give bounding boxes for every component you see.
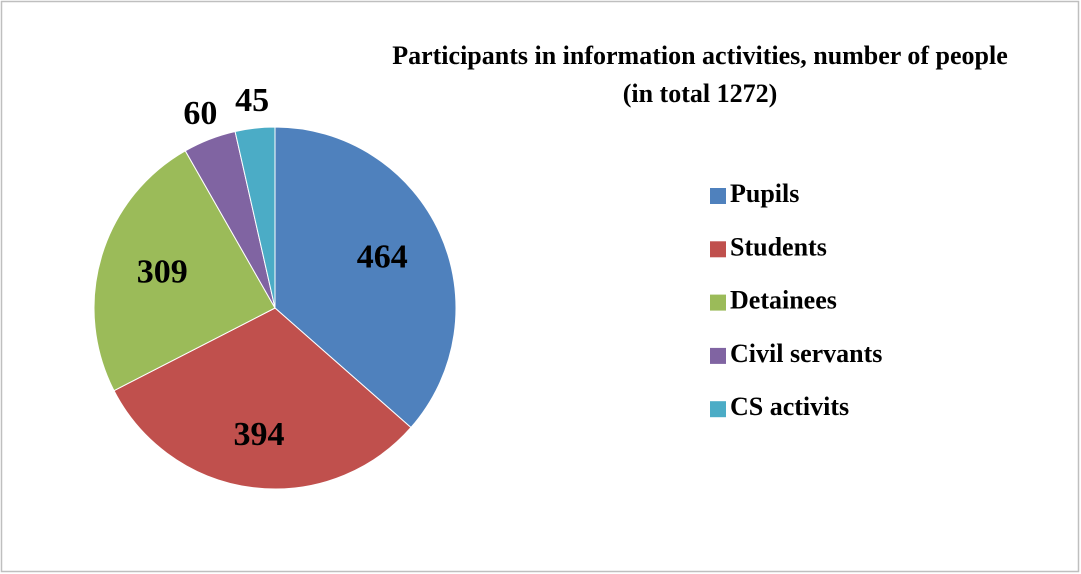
legend-label: Students (730, 232, 827, 261)
pie-slice (113, 307, 412, 490)
chart-subtitle: (in total 1272) (623, 79, 778, 108)
legend-label: Pupils (730, 179, 799, 208)
data-label: 60 (183, 95, 217, 132)
legend-label: Civil servants (730, 339, 882, 368)
pie-slice (274, 126, 457, 429)
chart-title: Participants in information activities, … (392, 41, 1008, 70)
legend-swatch (710, 188, 726, 204)
legend-swatch (710, 241, 726, 258)
data-label: 464 (357, 238, 408, 275)
data-label: 394 (233, 416, 284, 453)
legend-swatch (710, 347, 726, 364)
data-label: 45 (235, 82, 269, 119)
legend-label: Detainees (730, 286, 837, 315)
legend-swatch (710, 294, 726, 311)
legend-label: CS activits (730, 392, 849, 421)
pie-slice (93, 150, 276, 392)
data-label: 309 (137, 253, 188, 290)
pie-slice (234, 126, 276, 309)
legend-swatch (710, 401, 726, 418)
